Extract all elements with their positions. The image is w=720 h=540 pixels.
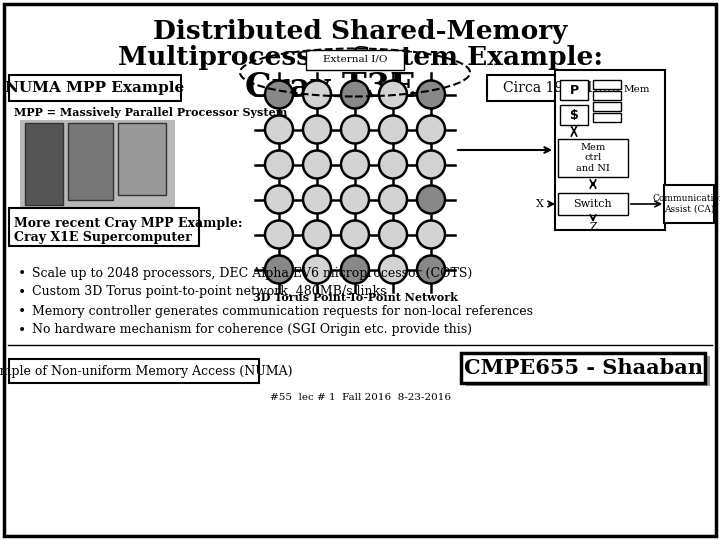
Circle shape <box>417 220 445 248</box>
FancyBboxPatch shape <box>560 105 588 125</box>
FancyBboxPatch shape <box>4 4 716 536</box>
Text: No hardware mechanism for coherence (SGI Origin etc. provide this): No hardware mechanism for coherence (SGI… <box>32 323 472 336</box>
FancyBboxPatch shape <box>20 120 175 210</box>
FancyBboxPatch shape <box>68 123 113 200</box>
FancyBboxPatch shape <box>9 359 259 383</box>
Text: Distributed Shared-Memory: Distributed Shared-Memory <box>153 19 567 44</box>
Circle shape <box>265 151 293 179</box>
Circle shape <box>379 80 407 109</box>
Text: •: • <box>18 304 26 318</box>
Text: Mem: Mem <box>624 85 650 94</box>
FancyBboxPatch shape <box>461 353 705 383</box>
FancyBboxPatch shape <box>558 139 628 177</box>
Circle shape <box>303 255 331 284</box>
Text: CMPE655 - Shaaban: CMPE655 - Shaaban <box>464 358 703 378</box>
Circle shape <box>341 80 369 109</box>
Circle shape <box>417 151 445 179</box>
FancyBboxPatch shape <box>664 185 714 223</box>
Text: Cray X1E Supercomputer: Cray X1E Supercomputer <box>14 232 192 245</box>
FancyBboxPatch shape <box>558 193 628 215</box>
Circle shape <box>303 220 331 248</box>
Text: •: • <box>18 285 26 299</box>
Text: Scale up to 2048 processors, DEC Alpha EV6 microprocessor (COTS): Scale up to 2048 processors, DEC Alpha E… <box>32 267 472 280</box>
Circle shape <box>379 116 407 144</box>
FancyBboxPatch shape <box>9 75 181 101</box>
Circle shape <box>417 186 445 213</box>
FancyBboxPatch shape <box>466 356 710 386</box>
Circle shape <box>265 116 293 144</box>
Circle shape <box>265 186 293 213</box>
Circle shape <box>379 151 407 179</box>
Text: Custom 3D Torus point-to-point network, 480MB/s links: Custom 3D Torus point-to-point network, … <box>32 286 387 299</box>
Circle shape <box>379 255 407 284</box>
Text: 3D Torus Point-To-Point Network: 3D Torus Point-To-Point Network <box>253 292 457 303</box>
Circle shape <box>341 220 369 248</box>
Text: Memory controller generates communication requests for non-local references: Memory controller generates communicatio… <box>32 305 533 318</box>
Text: $: $ <box>570 109 578 122</box>
Text: Mem
ctrl
and NI: Mem ctrl and NI <box>576 143 610 173</box>
Text: Z: Z <box>589 222 597 232</box>
FancyBboxPatch shape <box>593 102 621 111</box>
FancyBboxPatch shape <box>560 80 588 100</box>
Circle shape <box>379 220 407 248</box>
Circle shape <box>379 186 407 213</box>
Text: •: • <box>18 323 26 337</box>
FancyBboxPatch shape <box>306 50 404 70</box>
Text: Switch: Switch <box>574 199 613 209</box>
Text: Cray T3E: Cray T3E <box>245 71 415 104</box>
FancyBboxPatch shape <box>118 123 166 195</box>
Circle shape <box>417 116 445 144</box>
Text: External I/O: External I/O <box>323 55 387 64</box>
FancyBboxPatch shape <box>593 91 621 100</box>
Circle shape <box>303 186 331 213</box>
Circle shape <box>417 255 445 284</box>
Text: P: P <box>570 84 579 97</box>
Text: NUMA MPP Example: NUMA MPP Example <box>5 81 184 95</box>
Text: Example of Non-uniform Memory Access (NUMA): Example of Non-uniform Memory Access (NU… <box>0 364 292 377</box>
Circle shape <box>417 80 445 109</box>
Text: MPP = Massively Parallel Processor System: MPP = Massively Parallel Processor Syste… <box>14 106 287 118</box>
FancyBboxPatch shape <box>593 80 621 89</box>
FancyBboxPatch shape <box>593 113 621 122</box>
Circle shape <box>265 255 293 284</box>
Text: X: X <box>536 199 544 209</box>
FancyBboxPatch shape <box>25 123 63 205</box>
Text: #55  lec # 1  Fall 2016  8-23-2016: #55 lec # 1 Fall 2016 8-23-2016 <box>269 393 451 402</box>
Circle shape <box>341 186 369 213</box>
Circle shape <box>341 116 369 144</box>
Circle shape <box>303 151 331 179</box>
Text: Circa 1995-1999: Circa 1995-1999 <box>503 81 621 95</box>
Text: •: • <box>18 266 26 280</box>
Circle shape <box>341 151 369 179</box>
Text: Communication
Assist (CA): Communication Assist (CA) <box>652 194 720 214</box>
Circle shape <box>265 80 293 109</box>
Circle shape <box>341 255 369 284</box>
Circle shape <box>265 220 293 248</box>
Circle shape <box>303 116 331 144</box>
Text: Multiprocessor System Example:: Multiprocessor System Example: <box>117 45 603 71</box>
FancyBboxPatch shape <box>487 75 637 101</box>
FancyBboxPatch shape <box>9 208 199 246</box>
Circle shape <box>303 80 331 109</box>
FancyBboxPatch shape <box>555 70 665 230</box>
Text: More recent Cray MPP Example:: More recent Cray MPP Example: <box>14 218 243 231</box>
